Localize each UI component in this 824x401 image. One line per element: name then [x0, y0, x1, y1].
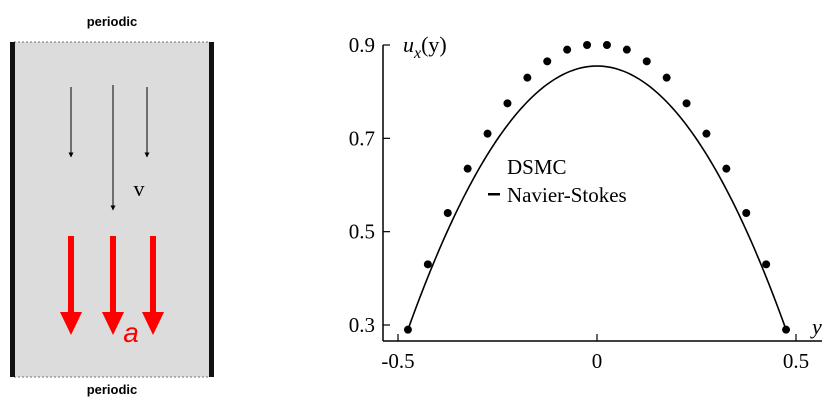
- legend-dsmc-label: DSMC: [507, 155, 567, 179]
- y-tick-label: 0.7: [349, 126, 375, 150]
- dsmc-point: [583, 41, 592, 49]
- dsmc-point: [543, 57, 552, 66]
- dsmc-point: [523, 73, 532, 82]
- bottom-periodic-label: periodic: [87, 382, 138, 397]
- dsmc-point: [443, 209, 452, 217]
- x-axis-ticks: -0.5 0 0.5: [381, 334, 809, 373]
- legend: DSMC Navier-Stokes: [488, 155, 627, 207]
- dsmc-point: [762, 260, 771, 269]
- dsmc-point: [423, 260, 432, 269]
- dsmc-point: [702, 129, 711, 138]
- dsmc-point: [403, 325, 412, 334]
- right-wall: [209, 42, 214, 377]
- left-wall: [10, 42, 15, 377]
- dsmc-point: [662, 73, 671, 82]
- y-tick-label: 0.5: [349, 220, 375, 244]
- dsmc-point: [483, 129, 492, 138]
- navier-stokes-curve: [407, 65, 787, 330]
- legend-navier-stokes-swatch: [488, 193, 500, 196]
- x-axis-label: y: [810, 314, 822, 339]
- dsmc-point: [503, 99, 512, 108]
- velocity-label: v: [134, 176, 145, 201]
- top-periodic-label: periodic: [87, 14, 138, 29]
- accel-label: a: [123, 317, 139, 348]
- y-axis-label-sub: x: [413, 45, 421, 62]
- y-axis-label: ux(y): [403, 32, 447, 62]
- dsmc-point: [642, 57, 651, 66]
- dsmc-point: [682, 99, 691, 108]
- y-tick-label: 0.3: [349, 313, 375, 337]
- y-axis-label-base: u: [403, 32, 414, 57]
- velocity-profile-chart: 0.9 0.7 0.5 0.3 -0.5 0 0.5 ux(y) y DSMC Navie…: [349, 32, 822, 373]
- accel-arrow-center: [102, 236, 124, 335]
- channel-schematic: periodic v a periodic: [10, 14, 214, 397]
- x-tick-label: -0.5: [381, 349, 414, 373]
- legend-navier-stokes-label: Navier-Stokes: [507, 183, 627, 207]
- dsmc-points: [403, 41, 791, 334]
- y-axis-label-arg: (y): [421, 32, 447, 57]
- y-tick-label: 0.9: [349, 33, 375, 57]
- dsmc-point: [742, 209, 751, 217]
- x-tick-label: 0.5: [783, 349, 809, 373]
- dsmc-point: [563, 45, 572, 54]
- dsmc-point: [782, 325, 791, 334]
- x-tick-label: 0: [592, 349, 603, 373]
- accel-arrow-right: [142, 236, 164, 335]
- dsmc-point: [722, 164, 731, 173]
- y-axis-ticks: 0.9 0.7 0.5 0.3: [349, 33, 390, 337]
- dsmc-point: [463, 164, 472, 173]
- dsmc-point: [602, 41, 611, 49]
- accel-arrow-left: [60, 236, 82, 335]
- dsmc-point: [622, 45, 631, 54]
